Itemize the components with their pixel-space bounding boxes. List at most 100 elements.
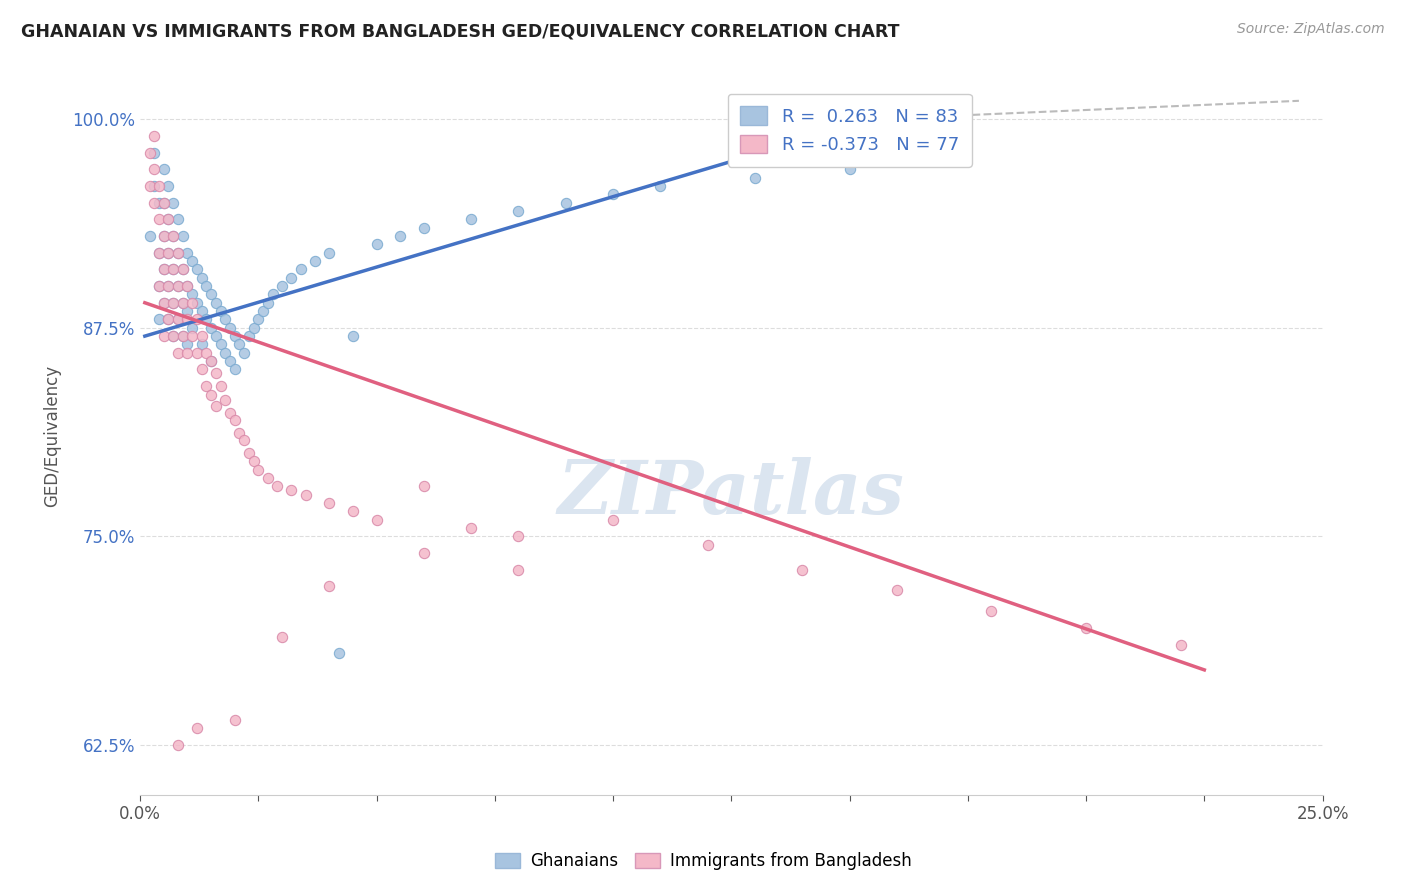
Point — [176, 312, 198, 326]
Point — [412, 546, 434, 560]
Point — [176, 279, 198, 293]
Point — [157, 312, 180, 326]
Point — [342, 504, 364, 518]
Point — [256, 295, 278, 310]
Point — [167, 346, 190, 360]
Point — [838, 162, 860, 177]
Point — [162, 329, 184, 343]
Point — [148, 312, 170, 326]
Point — [200, 387, 222, 401]
Point — [167, 245, 190, 260]
Point — [148, 245, 170, 260]
Point — [172, 295, 194, 310]
Point — [157, 212, 180, 227]
Point — [271, 630, 294, 644]
Point — [233, 433, 256, 447]
Point — [190, 304, 212, 318]
Point — [412, 220, 434, 235]
Point — [214, 346, 236, 360]
Point — [366, 513, 388, 527]
Point — [318, 496, 340, 510]
Point — [143, 128, 166, 143]
Point — [172, 329, 194, 343]
Point — [157, 245, 180, 260]
Point — [342, 329, 364, 343]
Point — [219, 320, 242, 334]
Point — [792, 563, 814, 577]
Point — [162, 262, 184, 277]
Point — [167, 212, 190, 227]
Point — [508, 563, 530, 577]
Point — [294, 488, 316, 502]
Point — [204, 366, 226, 380]
Point — [172, 262, 194, 277]
Point — [219, 406, 242, 420]
Point — [167, 312, 190, 326]
Point — [650, 178, 672, 193]
Point — [214, 392, 236, 407]
Point — [200, 354, 222, 368]
Point — [138, 145, 160, 160]
Point — [209, 337, 232, 351]
Point — [242, 454, 264, 468]
Point — [934, 153, 956, 168]
Point — [318, 579, 340, 593]
Point — [176, 346, 198, 360]
Point — [176, 337, 198, 351]
Point — [242, 320, 264, 334]
Point — [262, 287, 284, 301]
Point — [143, 195, 166, 210]
Point — [1170, 638, 1192, 652]
Point — [252, 304, 274, 318]
Point — [157, 178, 180, 193]
Point — [152, 262, 174, 277]
Legend: R =  0.263   N = 83, R = -0.373   N = 77: R = 0.263 N = 83, R = -0.373 N = 77 — [727, 94, 972, 167]
Point — [744, 170, 766, 185]
Point — [186, 295, 208, 310]
Point — [143, 178, 166, 193]
Point — [228, 337, 250, 351]
Point — [152, 295, 174, 310]
Point — [172, 295, 194, 310]
Point — [148, 178, 170, 193]
Text: Source: ZipAtlas.com: Source: ZipAtlas.com — [1237, 22, 1385, 37]
Point — [167, 738, 190, 752]
Point — [148, 195, 170, 210]
Point — [271, 279, 294, 293]
Point — [366, 237, 388, 252]
Point — [176, 245, 198, 260]
Point — [412, 479, 434, 493]
Point — [167, 245, 190, 260]
Point — [696, 538, 718, 552]
Point — [980, 605, 1002, 619]
Point — [148, 212, 170, 227]
Point — [162, 262, 184, 277]
Point — [195, 312, 218, 326]
Point — [152, 229, 174, 244]
Point — [138, 178, 160, 193]
Point — [247, 462, 270, 476]
Point — [143, 162, 166, 177]
Point — [152, 229, 174, 244]
Point — [247, 312, 270, 326]
Point — [157, 279, 180, 293]
Point — [157, 245, 180, 260]
Point — [148, 279, 170, 293]
Point — [152, 295, 174, 310]
Point — [157, 212, 180, 227]
Point — [181, 329, 204, 343]
Text: GHANAIAN VS IMMIGRANTS FROM BANGLADESH GED/EQUIVALENCY CORRELATION CHART: GHANAIAN VS IMMIGRANTS FROM BANGLADESH G… — [21, 22, 900, 40]
Point — [204, 329, 226, 343]
Point — [157, 279, 180, 293]
Point — [167, 279, 190, 293]
Y-axis label: GED/Equivalency: GED/Equivalency — [44, 365, 60, 508]
Point — [162, 329, 184, 343]
Point — [200, 320, 222, 334]
Point — [176, 304, 198, 318]
Point — [176, 279, 198, 293]
Point — [508, 529, 530, 543]
Point — [219, 354, 242, 368]
Point — [152, 195, 174, 210]
Point — [190, 362, 212, 376]
Point — [186, 721, 208, 735]
